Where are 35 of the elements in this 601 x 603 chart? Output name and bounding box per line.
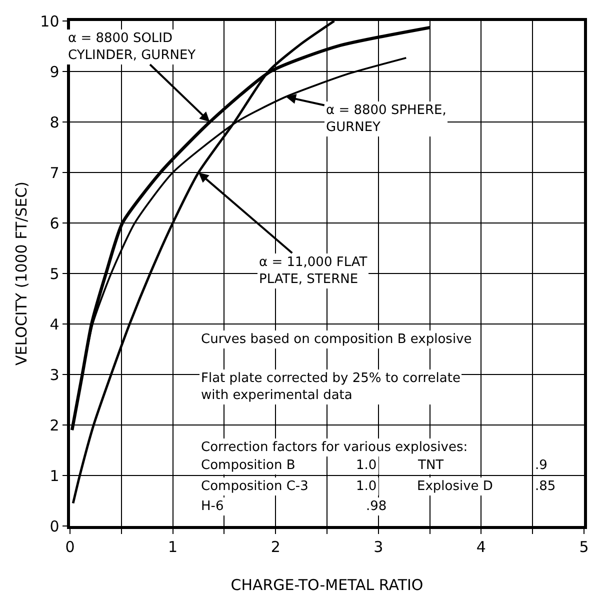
- y-tick-label: 7: [50, 164, 60, 182]
- annotation: 1.0: [356, 458, 377, 473]
- y-tick-label: 8: [50, 113, 60, 132]
- y-tick-label: 4: [50, 315, 60, 334]
- annotation: Explosive D: [417, 479, 493, 494]
- x-tick-label: 2: [270, 538, 280, 556]
- y-tick-label: 5: [50, 264, 60, 283]
- y-tick-label: 0: [50, 517, 60, 536]
- y-tick-label: 9: [50, 62, 60, 81]
- x-axis-title: CHARGE-TO-METAL RATIO: [230, 576, 424, 594]
- x-tick-label: 1: [168, 538, 178, 556]
- y-tick-label: 1: [50, 466, 60, 485]
- annotation: α = 11,000 FLAT PLATE, STERNE: [259, 255, 368, 287]
- y-axis-title: VELOCITY (1000 FT/SEC): [12, 181, 30, 366]
- annotation: .98: [366, 499, 387, 514]
- annotation: Correction factors for various explosives:: [201, 440, 468, 455]
- annotation: α = 8800 SOLID CYLINDER, GURNEY: [68, 31, 196, 63]
- y-tick-label: 2: [50, 416, 60, 434]
- x-tick-label: 5: [579, 538, 589, 556]
- annotation: α = 8800 SPHERE, GURNEY: [326, 103, 446, 135]
- annotation: Composition C-3: [201, 479, 308, 494]
- y-tick-label: 3: [50, 366, 60, 384]
- x-tick-label: 0: [65, 538, 75, 556]
- annotation: .9: [535, 458, 548, 473]
- annotation: Flat plate corrected by 25% to correlate with experimental data: [201, 371, 460, 403]
- y-tick-label: 6: [50, 214, 60, 232]
- y-tick-label: 10: [40, 12, 60, 30]
- x-tick-label: 3: [374, 538, 384, 556]
- annotation: 1.0: [356, 479, 377, 494]
- annotation: Composition B: [201, 458, 296, 473]
- annotation: TNT: [417, 458, 444, 473]
- x-tick-label: 4: [476, 538, 486, 556]
- annotation: .85: [535, 479, 556, 494]
- annotation: Curves based on composition B explosive: [201, 332, 472, 347]
- annotation: H-6: [201, 499, 224, 514]
